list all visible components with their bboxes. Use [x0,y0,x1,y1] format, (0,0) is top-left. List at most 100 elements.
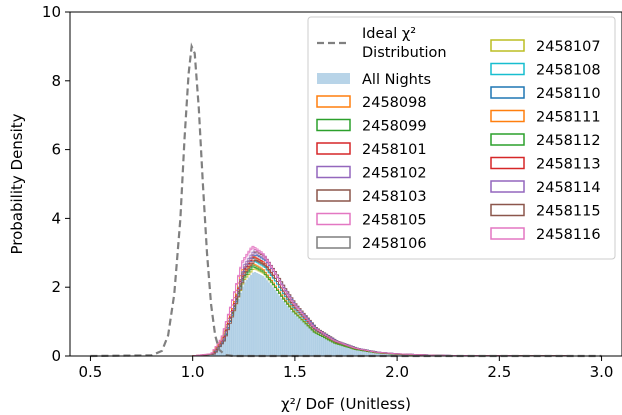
legend-night-swatch [490,133,525,146]
histogram-bar [347,347,351,357]
histogram-bar [327,340,330,357]
histogram-bar [268,282,271,357]
x-tick-label: 3.0 [590,363,614,381]
legend-night-label: 2458110 [536,86,601,102]
legend-night-label: 2458102 [362,166,427,182]
histogram-bar [257,274,261,357]
legend-night-swatch [316,189,351,202]
histogram-bar [278,295,281,357]
y-axis-title: Probability Density [8,113,26,254]
legend-night-label: 2458108 [536,63,601,79]
legend-all-nights-patch [317,73,350,84]
legend-night-label: 2458099 [362,119,427,135]
histogram-bar [239,292,242,357]
legend-night-swatch [490,39,525,52]
legend-night-label: 2458101 [362,142,427,158]
legend-night-swatch [490,62,525,76]
x-tick-label: 0.5 [79,363,103,381]
histogram-bar [325,339,328,357]
legend-night-label: 2458116 [536,227,601,243]
legend-night-label: 2458114 [536,180,601,196]
legend-night-label: 2458107 [536,39,601,55]
histogram-bar [337,344,341,357]
histogram-bar [335,344,338,357]
x-tick-label: 1.0 [181,363,205,381]
histogram-bar [233,311,236,357]
legend-all-nights-label: All Nights [362,72,431,88]
legend-night-swatch [316,95,351,108]
x-tick-label: 1.5 [283,363,307,381]
legend-frame [307,16,616,260]
histogram-bar [315,334,318,357]
legend-night-label: 2458105 [362,213,427,229]
histogram-bar [298,319,302,357]
legend-night-label: 2458098 [362,95,427,111]
histogram-bar [274,290,277,357]
legend-night-swatch [316,236,351,249]
histogram-bar [253,272,257,357]
legend: Ideal χ² Distribution All Nights 2458098 245… [307,16,616,260]
histogram-bar [319,336,322,357]
histogram-bar [339,345,343,357]
histogram-bar [321,337,324,357]
legend-night-label: 2458111 [536,110,601,126]
histogram-bar [282,301,285,357]
histogram-bar [235,305,238,357]
histogram-bar [290,310,293,357]
y-tick-label: 4 [51,209,61,227]
histogram-bar [354,349,357,357]
histogram-bar [270,285,273,357]
histogram-bar [247,277,251,357]
legend-night-label: 2458103 [362,189,427,205]
histogram-bar [284,303,287,357]
axis-ticks: 0.5 1.0 1.5 2.0 2.5 3.0 0 2 4 6 8 10 [42,3,614,381]
histogram-bar [343,346,347,357]
x-tick-label: 2.0 [385,363,409,381]
histogram-bar [280,298,283,357]
histogram-bar [286,306,289,357]
histogram-bar [302,323,306,357]
histogram-bar [251,272,255,357]
histogram-bar [264,277,267,357]
histogram-bar [364,351,367,357]
histogram-bar [241,286,244,357]
ideal-chi2-curve [90,42,602,358]
histogram-bar [245,279,249,357]
histogram-bar [317,335,320,357]
y-tick-label: 6 [51,141,61,159]
legend-night-swatch [316,118,351,132]
histogram-bar [272,287,275,357]
y-tick-label: 2 [51,278,61,296]
y-tick-label: 8 [51,72,61,90]
legend-night-swatch [490,86,525,99]
legend-night-label: 2458106 [362,236,427,252]
axes [69,11,622,357]
legend-ideal-label: Ideal χ² Distribution [362,26,447,61]
legend-night-label: 2458113 [536,157,601,173]
legend-night-swatch [316,212,351,226]
histogram-bar [331,342,334,357]
legend-night-swatch [490,156,525,170]
histogram-bar [296,317,300,357]
y-tick-label: 0 [51,347,61,365]
histogram-bar [249,275,253,357]
x-axis-title: χ²/ DoF (Unitless) [281,395,411,413]
histogram-bar [294,315,298,357]
histogram-bar [276,292,279,357]
legend-night-swatch [316,142,351,155]
y-tick-label: 10 [42,3,61,21]
histogram-bar [255,273,259,357]
histogram-bar [329,341,332,357]
legend-night-label: 2458112 [536,133,601,149]
histogram-bar [266,280,269,357]
histogram-bar [307,326,310,357]
legend-night-swatch [490,227,525,240]
histogram-bar [292,313,296,357]
histogram-bar [304,324,308,357]
legend-night-swatch [316,165,351,179]
histogram-bar [237,299,240,357]
x-tick-label: 2.5 [487,363,511,381]
histogram-bar [311,330,314,357]
histogram-bar [349,348,353,357]
